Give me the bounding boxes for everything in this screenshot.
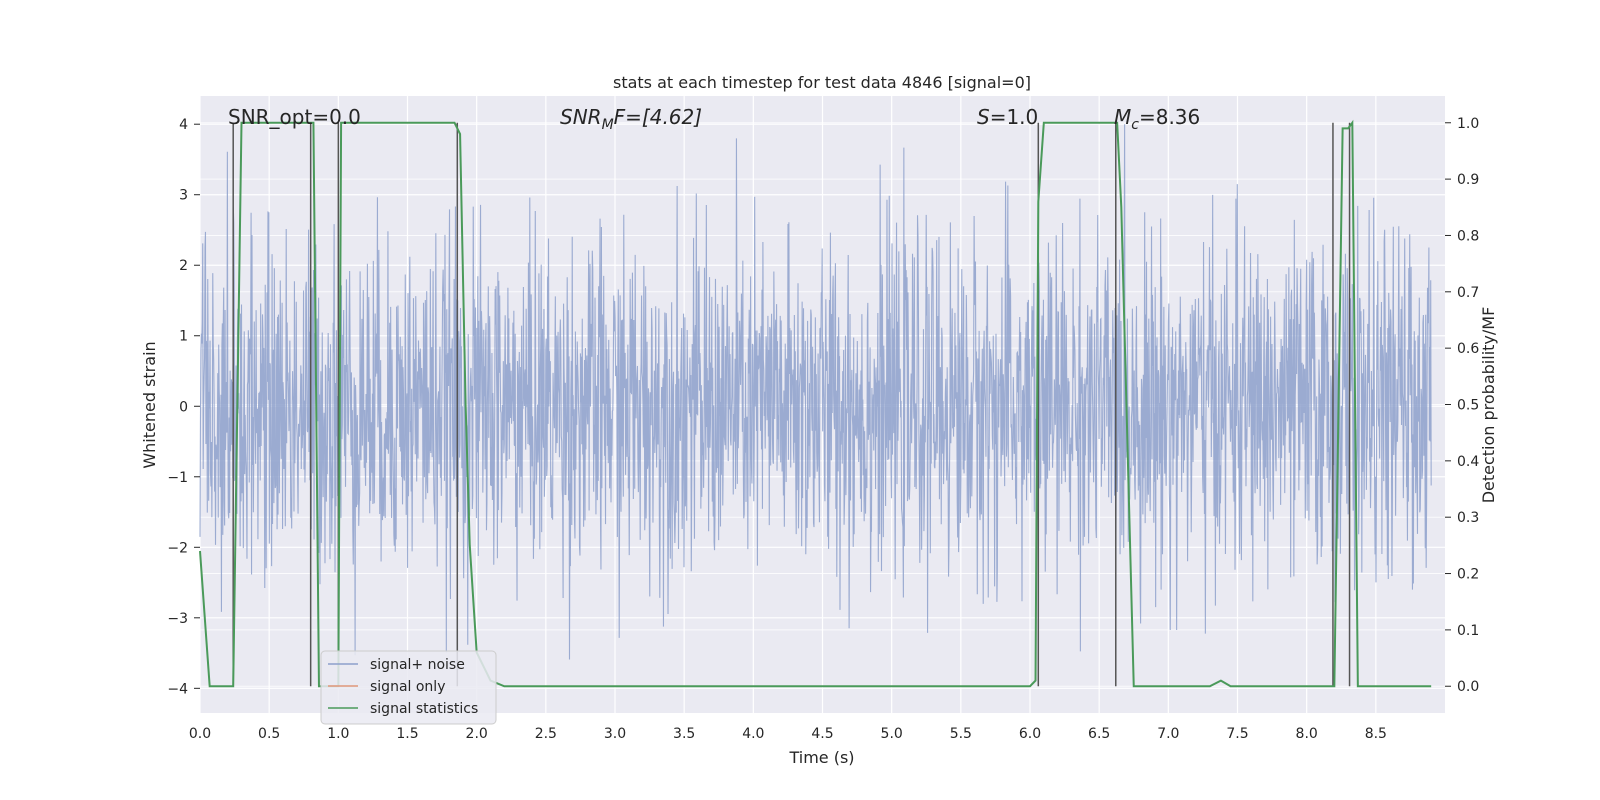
- y2-tick-label-2: 0.8: [1457, 228, 1479, 244]
- chart-title: stats at each timestep for test data 484…: [613, 73, 1031, 92]
- y2-tick-label-7: 0.3: [1457, 510, 1479, 526]
- x-tick-label-3: 1.5: [396, 726, 418, 742]
- x-axis-label: Time (s): [788, 748, 854, 767]
- x-tick-label-16: 8.0: [1296, 726, 1318, 742]
- x-ticks: 0.0 0.5 1.0 1.5 2.0 2.5 3.0 3.5 4.0 4.5 5.0 5.5 6.0 6…: [189, 726, 1387, 742]
- x-tick-label-11: 5.5: [950, 726, 972, 742]
- x-tick-label-5: 2.5: [535, 726, 557, 742]
- x-tick-label-13: 6.5: [1088, 726, 1110, 742]
- x-tick-label-12: 6.0: [1019, 726, 1041, 742]
- legend: signal+ noise signal only signal statist…: [320, 650, 497, 725]
- y2-tick-label-8: 0.2: [1457, 567, 1479, 583]
- x-tick-label-6: 3.0: [604, 726, 626, 742]
- y-tick-label-4: 0: [179, 399, 188, 415]
- annotation-mc: Mc=8.36: [1114, 105, 1200, 133]
- y2-tick-label-6: 0.4: [1457, 454, 1479, 470]
- signal-noise-line: [199, 124, 1432, 660]
- x-tick-label-7: 3.5: [673, 726, 695, 742]
- y2-tick-label-5: 0.5: [1457, 398, 1479, 414]
- y2-axis-label: Detection probability/MF: [1479, 307, 1498, 504]
- x-tick-label-10: 5.0: [881, 726, 903, 742]
- y2-tick-label-4: 0.6: [1457, 341, 1479, 357]
- annotation-mc-sub: c: [1131, 117, 1139, 133]
- x-tick-label-2: 1.0: [327, 726, 349, 742]
- annotation-snr-mf-sub: M: [602, 117, 614, 133]
- y-tick-label-6: −2: [167, 540, 188, 556]
- x-tick-label-1: 0.5: [258, 726, 280, 742]
- x-tick-label-8: 4.0: [742, 726, 764, 742]
- annotation-snr-mf: SNRMF=[4.62]: [560, 105, 702, 133]
- y-tick-label-7: −3: [167, 611, 188, 627]
- legend-label-signal-noise: signal+ noise: [370, 657, 465, 673]
- annotation-mc-tail: =8.36: [1139, 105, 1200, 129]
- signal-noise-series: [199, 124, 1432, 660]
- y-ticks: 4 3 2 1 0 −1 −2 −3 −4: [167, 117, 200, 697]
- annotation-mc-main: M: [1114, 105, 1131, 129]
- y-tick-label-2: 2: [179, 258, 188, 274]
- legend-label-signal-statistics: signal statistics: [370, 701, 478, 717]
- x-tick-label-17: 8.5: [1365, 726, 1387, 742]
- y2-tick-label-10: 0.0: [1457, 679, 1479, 695]
- x-tick-label-9: 4.5: [811, 726, 833, 742]
- annotation-s-tail: =1.0: [990, 105, 1039, 129]
- y-tick-label-3: 1: [179, 329, 188, 345]
- y2-tick-label-0: 1.0: [1457, 116, 1479, 132]
- x-tick-label-14: 7.0: [1157, 726, 1179, 742]
- y2-tick-label-9: 0.1: [1457, 623, 1479, 639]
- annotation-snr-opt: SNR_opt=0.0: [228, 105, 361, 129]
- y-tick-label-8: −4: [167, 681, 188, 697]
- legend-label-signal-only: signal only: [370, 679, 445, 695]
- signal-statistics-line: [199, 119, 1432, 688]
- annotation-s-main: S: [977, 105, 990, 129]
- x-tick-label-0: 0.0: [189, 726, 211, 742]
- y-axis-label: Whitened strain: [140, 341, 159, 468]
- y-tick-label-1: 3: [179, 188, 188, 204]
- signal-statistics-series: [199, 119, 1432, 688]
- y-tick-label-0: 4: [179, 117, 188, 133]
- x-tick-label-15: 7.5: [1226, 726, 1248, 742]
- y2-tick-label-3: 0.7: [1457, 285, 1479, 301]
- annotation-snr-mf-main: SNR: [560, 105, 602, 129]
- y-tick-label-5: −1: [167, 470, 188, 486]
- y2-tick-label-1: 0.9: [1457, 172, 1479, 188]
- x-tick-label-4: 2.0: [466, 726, 488, 742]
- annotation-s: S=1.0: [977, 105, 1038, 129]
- y2-ticks: 1.0 0.9 0.8 0.7 0.6 0.5 0.4 0.3 0.2 0.1 0.0: [1445, 116, 1479, 695]
- legend-box: [320, 650, 497, 725]
- annotation-snr-mf-tail: F=[4.62]: [614, 105, 702, 129]
